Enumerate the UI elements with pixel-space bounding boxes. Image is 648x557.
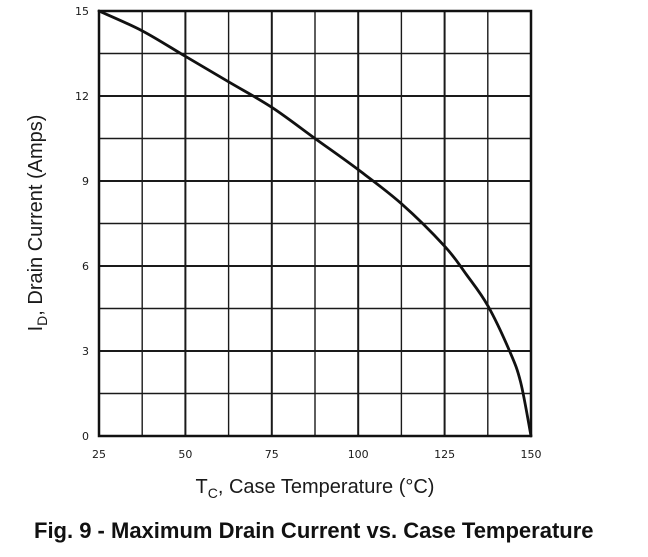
x-tick-label: 50 <box>178 448 192 461</box>
x-tick-label: 75 <box>265 448 279 461</box>
x-tick-labels: 25 50 75 100 125 150 <box>92 448 542 461</box>
figure-caption: Fig. 9 - Maximum Drain Current vs. Case … <box>34 518 594 543</box>
x-tick-label: 100 <box>348 448 369 461</box>
y-tick-label: 15 <box>75 5 89 18</box>
y-tick-label: 12 <box>75 90 89 103</box>
y-tick-label: 0 <box>82 430 89 443</box>
x-tick-label: 125 <box>434 448 455 461</box>
drain-current-curve <box>97 9 533 438</box>
x-axis-title: TC, Case Temperature (°C) <box>196 476 435 501</box>
y-axis-title: ID, Drain Current (Amps) <box>25 115 50 332</box>
y-tick-label: 9 <box>82 175 89 188</box>
x-tick-label: 25 <box>92 448 106 461</box>
x-tick-label: 150 <box>521 448 542 461</box>
y-tick-labels: 0 3 6 9 12 15 <box>75 5 89 443</box>
plot-frame <box>97 9 533 438</box>
y-tick-label: 6 <box>82 260 89 273</box>
y-tick-label: 3 <box>82 345 89 358</box>
grid <box>99 11 531 436</box>
